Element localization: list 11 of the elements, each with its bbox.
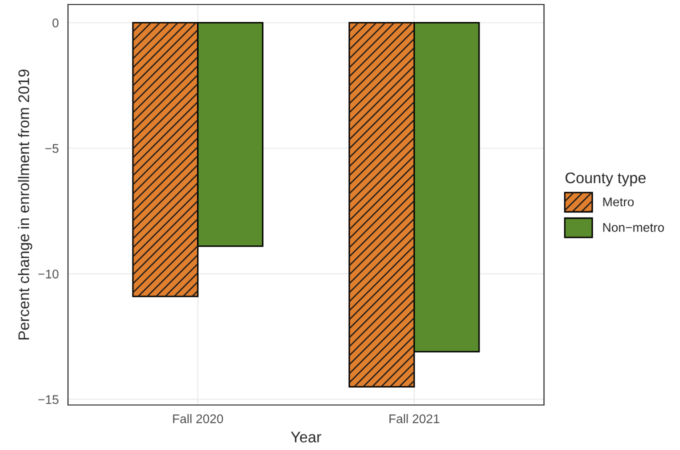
x-tick-label: Fall 2020	[173, 414, 224, 424]
x-axis-title: Year	[290, 432, 322, 442]
legend-label: Non−metro	[603, 223, 664, 232]
legend-title: County type	[566, 172, 646, 186]
y-tick-label: −5	[45, 144, 58, 153]
x-tick-label: Fall 2021	[390, 414, 440, 424]
y-tick-label: −15	[38, 395, 58, 404]
y-tick-label: 0	[52, 18, 58, 28]
legend-label: Metro	[603, 198, 634, 206]
y-axis-title: Percent change in enrollment from 2019	[18, 70, 32, 340]
y-tick-label: −10	[38, 270, 58, 278]
